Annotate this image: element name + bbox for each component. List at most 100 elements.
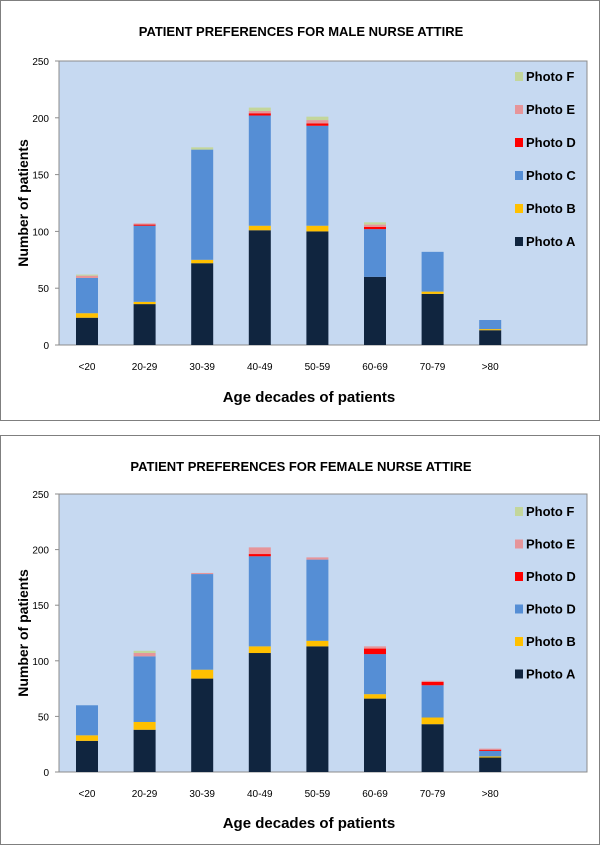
bar-segment-photo-a — [306, 231, 329, 345]
y-axis-label: Number of patients — [15, 569, 31, 697]
female-attire-chart-panel: PATIENT PREFERENCES FOR FEMALE NURSE ATT… — [0, 435, 600, 845]
bar-segment-photo-b — [248, 646, 271, 654]
legend-swatch — [515, 72, 523, 81]
bar-segment-photo-f — [248, 107, 271, 111]
bar-segment-photo-d — [421, 685, 444, 718]
bar-segment-photo-d — [133, 656, 156, 722]
x-tick-label: 20-29 — [132, 362, 158, 373]
bar-segment-photo-c — [133, 225, 156, 302]
legend-swatch — [515, 507, 523, 516]
y-tick-label: 150 — [32, 601, 49, 612]
x-axis-label: Age decades of patients — [223, 815, 396, 832]
bar-segment-photo-a — [364, 276, 386, 345]
bar-segment-photo-d — [479, 749, 502, 751]
legend-swatch — [515, 204, 523, 213]
bar-segment-photo-a — [421, 293, 444, 345]
x-tick-label: <20 — [79, 789, 96, 800]
bar-segment-photo-f — [306, 116, 329, 121]
legend-label: Photo A — [526, 667, 576, 682]
bar-segment-photo-b — [364, 694, 386, 699]
bar-segment-photo-b — [306, 640, 329, 647]
bar-segment-photo-a — [76, 317, 98, 345]
legend-swatch — [515, 105, 523, 114]
legend-label: Photo F — [526, 69, 574, 84]
x-tick-label: 40-49 — [247, 789, 273, 800]
bar-segment-photo-b — [479, 756, 502, 758]
y-tick-label: 150 — [32, 171, 49, 182]
x-tick-label: 40-49 — [247, 362, 273, 373]
bar-segment-photo-e — [364, 646, 386, 649]
x-tick-label: 60-69 — [362, 362, 388, 373]
bar-segment-photo-b — [306, 225, 329, 232]
bar-segment-photo-c — [248, 115, 271, 226]
legend-label: Photo D — [526, 602, 576, 617]
bar-segment-photo-d — [306, 123, 329, 126]
y-axis-label: Number of patients — [15, 139, 31, 267]
bar-segment-photo-e — [133, 653, 156, 657]
bar-segment-photo-f — [364, 222, 386, 225]
bar-segment-photo-d — [248, 554, 271, 557]
bar-segment-photo-a — [364, 698, 386, 772]
bar-segment-photo-c — [364, 229, 386, 277]
y-tick-label: 250 — [32, 57, 49, 68]
bar-segment-photo-a — [479, 330, 502, 345]
male-attire-chart: PATIENT PREFERENCES FOR MALE NURSE ATTIR… — [15, 24, 588, 406]
bar-segment-photo-e — [191, 572, 214, 575]
bar-segment-photo-c — [76, 277, 98, 314]
legend-swatch — [515, 604, 523, 614]
bar-segment-photo-e — [306, 120, 329, 124]
x-tick-label: 30-39 — [189, 362, 215, 373]
legend-label: Photo B — [526, 201, 576, 216]
legend-swatch — [515, 669, 523, 679]
y-tick-label: 200 — [32, 114, 49, 125]
x-tick-label: 60-69 — [362, 789, 388, 800]
x-tick-label: >80 — [482, 362, 499, 373]
bar-segment-photo-a — [191, 678, 214, 772]
legend-label: Photo E — [526, 537, 575, 552]
bar-segment-photo-a — [133, 304, 156, 345]
y-tick-label: 100 — [32, 657, 49, 668]
x-tick-label: 70-79 — [420, 789, 446, 800]
bar-segment-photo-b — [191, 259, 214, 264]
bar-segment-photo-b — [421, 291, 444, 294]
y-tick-label: 50 — [38, 712, 50, 723]
bar-segment-photo-d — [248, 113, 271, 116]
legend-label: Photo A — [526, 234, 576, 249]
bar-segment-photo-d — [76, 705, 98, 736]
bar-segment-photo-b — [479, 329, 502, 331]
bar-segment-photo-b — [76, 735, 98, 741]
legend-label: Photo D — [526, 569, 576, 584]
legend-swatch — [515, 637, 523, 646]
legend-swatch — [515, 237, 523, 246]
y-tick-label: 250 — [32, 490, 49, 501]
male-attire-chart-panel: PATIENT PREFERENCES FOR MALE NURSE ATTIR… — [0, 0, 600, 421]
bar-segment-photo-a — [479, 757, 502, 772]
x-tick-label: 20-29 — [132, 789, 158, 800]
bar-segment-photo-e — [248, 110, 271, 114]
y-tick-label: 0 — [43, 768, 49, 779]
legend-swatch — [515, 572, 523, 581]
bar-segment-photo-b — [133, 301, 156, 305]
legend-swatch — [515, 539, 523, 549]
chart-title: PATIENT PREFERENCES FOR FEMALE NURSE ATT… — [130, 459, 471, 474]
y-tick-label: 50 — [38, 284, 50, 295]
bar-segment-photo-e — [248, 547, 271, 555]
x-tick-label: >80 — [482, 789, 499, 800]
legend-label: Photo D — [526, 135, 576, 150]
bar-segment-photo-d — [306, 559, 329, 641]
bar-segment-photo-c — [479, 320, 502, 330]
bar-segment-photo-b — [248, 225, 271, 231]
bar-segment-photo-a — [248, 653, 271, 772]
legend-label: Photo E — [526, 102, 575, 117]
legend-label: Photo C — [526, 168, 576, 183]
bar-segment-photo-a — [421, 724, 444, 772]
bar-segment-photo-d — [133, 224, 156, 226]
bar-segment-photo-d — [421, 681, 444, 686]
bar-segment-photo-e — [364, 224, 386, 227]
x-tick-label: 30-39 — [189, 789, 215, 800]
legend-label: Photo F — [526, 504, 574, 519]
bar-segment-photo-f — [76, 274, 98, 276]
female-attire-chart: PATIENT PREFERENCES FOR FEMALE NURSE ATT… — [15, 459, 588, 832]
bar-segment-photo-f — [191, 147, 214, 150]
bar-segment-photo-d — [248, 556, 271, 647]
